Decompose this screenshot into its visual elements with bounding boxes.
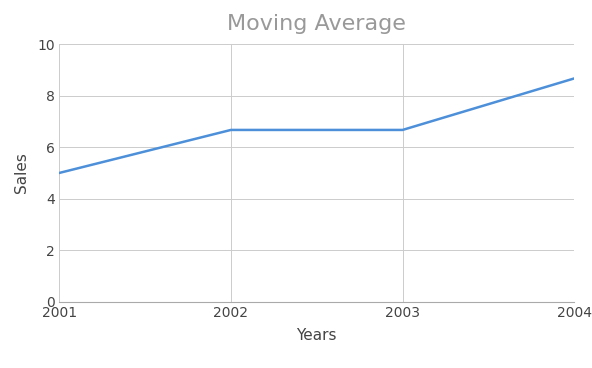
Title: Moving Average: Moving Average [227,14,406,34]
X-axis label: Years: Years [297,328,337,343]
Y-axis label: Sales: Sales [14,152,29,194]
